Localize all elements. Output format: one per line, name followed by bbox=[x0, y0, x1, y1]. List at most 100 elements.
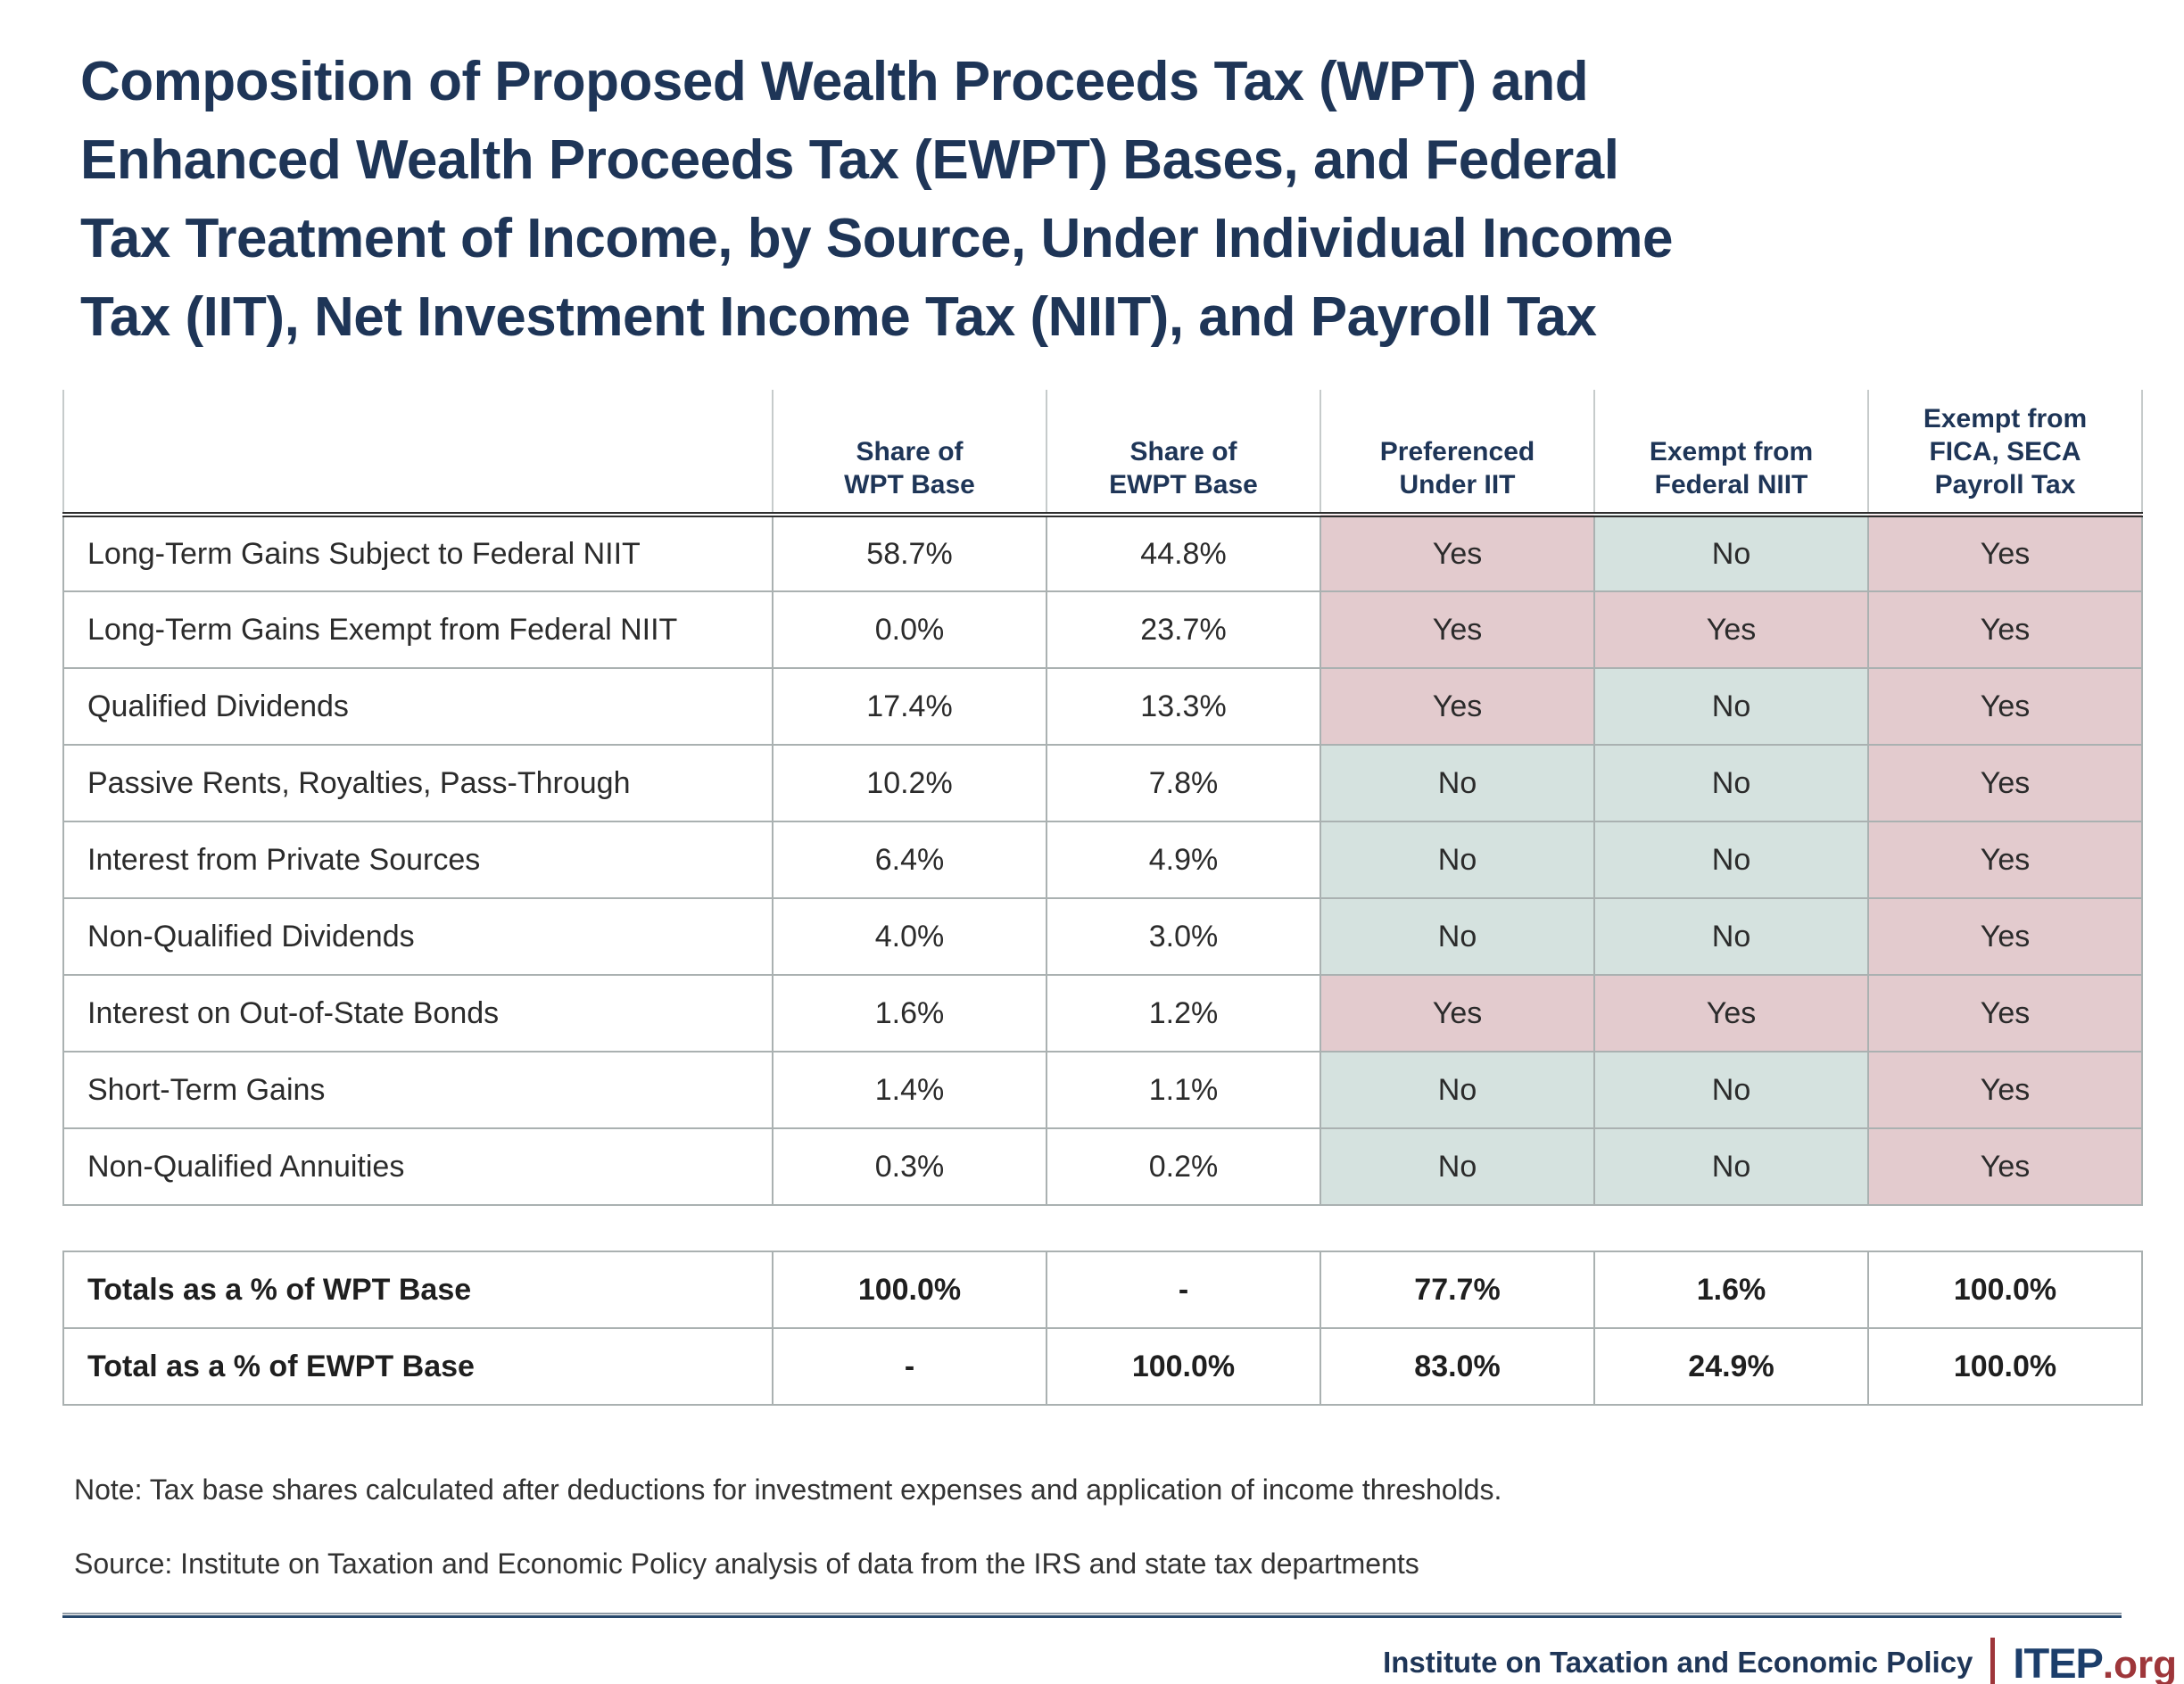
fica-cell: Yes bbox=[1867, 667, 2143, 746]
table-row: Passive Rents, Royalties, Pass-Through 1… bbox=[62, 744, 2143, 822]
totals-niit-cell: 24.9% bbox=[1593, 1327, 1869, 1406]
col-header-exempt-niit: Exempt from Federal NIIT bbox=[1593, 390, 1869, 517]
itep-logo-text: ITEP bbox=[2013, 1639, 2103, 1684]
totals-table: Totals as a % of WPT Base 100.0% - 77.7%… bbox=[62, 1251, 2143, 1406]
table-row: Long-Term Gains Subject to Federal NIIT … bbox=[62, 514, 2143, 592]
niit-cell: No bbox=[1593, 897, 1869, 976]
ewpt-share-cell: 44.8% bbox=[1046, 514, 1321, 592]
ewpt-share-cell: 0.2% bbox=[1046, 1127, 1321, 1206]
row-label: Long-Term Gains Exempt from Federal NIIT bbox=[62, 590, 774, 669]
totals-row-wpt: Totals as a % of WPT Base 100.0% - 77.7%… bbox=[62, 1251, 2143, 1329]
totals-ewpt-cell: 100.0% bbox=[1046, 1327, 1321, 1406]
title-line: Composition of Proposed Wealth Proceeds … bbox=[80, 51, 1589, 112]
totals-label: Total as a % of EWPT Base bbox=[62, 1327, 774, 1406]
niit-cell: No bbox=[1593, 821, 1869, 899]
row-label: Non-Qualified Annuities bbox=[62, 1127, 774, 1206]
niit-cell: No bbox=[1593, 1051, 1869, 1129]
source-text: Source: Institute on Taxation and Econom… bbox=[74, 1548, 1419, 1580]
org-name: Institute on Taxation and Economic Polic… bbox=[1383, 1646, 1973, 1679]
fica-cell: Yes bbox=[1867, 897, 2143, 976]
table-row: Non-Qualified Dividends 4.0% 3.0% No No … bbox=[62, 897, 2143, 976]
row-label: Qualified Dividends bbox=[62, 667, 774, 746]
page-title: Composition of Proposed Wealth Proceeds … bbox=[80, 43, 2122, 357]
niit-cell: No bbox=[1593, 514, 1869, 592]
niit-cell: Yes bbox=[1593, 590, 1869, 669]
totals-iit-cell: 77.7% bbox=[1320, 1251, 1595, 1329]
table-row: Qualified Dividends 17.4% 13.3% Yes No Y… bbox=[62, 667, 2143, 746]
fica-cell: Yes bbox=[1867, 590, 2143, 669]
niit-cell: No bbox=[1593, 744, 1869, 822]
iit-cell: No bbox=[1320, 897, 1595, 976]
table-row: Interest from Private Sources 6.4% 4.9% … bbox=[62, 821, 2143, 899]
wpt-share-cell: 0.0% bbox=[772, 590, 1047, 669]
fica-cell: Yes bbox=[1867, 514, 2143, 592]
ewpt-share-cell: 1.2% bbox=[1046, 974, 1321, 1052]
fica-cell: Yes bbox=[1867, 1127, 2143, 1206]
totals-fica-cell: 100.0% bbox=[1867, 1327, 2143, 1406]
iit-cell: Yes bbox=[1320, 974, 1595, 1052]
row-label: Interest from Private Sources bbox=[62, 821, 774, 899]
wpt-share-cell: 6.4% bbox=[772, 821, 1047, 899]
wpt-share-cell: 58.7% bbox=[772, 514, 1047, 592]
iit-cell: No bbox=[1320, 1127, 1595, 1206]
totals-niit-cell: 1.6% bbox=[1593, 1251, 1869, 1329]
iit-cell: Yes bbox=[1320, 590, 1595, 669]
wpt-share-cell: 10.2% bbox=[772, 744, 1047, 822]
fica-cell: Yes bbox=[1867, 744, 2143, 822]
totals-row-ewpt: Total as a % of EWPT Base - 100.0% 83.0%… bbox=[62, 1327, 2143, 1406]
ewpt-share-cell: 23.7% bbox=[1046, 590, 1321, 669]
footer: Institute on Taxation and Economic Polic… bbox=[0, 1638, 2177, 1684]
composition-table: Share of WPT Base Share of EWPT Base Pre… bbox=[62, 390, 2143, 1206]
col-header-ewpt-base: Share of EWPT Base bbox=[1046, 390, 1321, 517]
logo-separator-bar bbox=[1990, 1638, 1996, 1684]
table-row: Short-Term Gains 1.4% 1.1% No No Yes bbox=[62, 1051, 2143, 1129]
wpt-share-cell: 0.3% bbox=[772, 1127, 1047, 1206]
wpt-share-cell: 4.0% bbox=[772, 897, 1047, 976]
niit-cell: Yes bbox=[1593, 974, 1869, 1052]
totals-iit-cell: 83.0% bbox=[1320, 1327, 1595, 1406]
ewpt-share-cell: 13.3% bbox=[1046, 667, 1321, 746]
row-label: Passive Rents, Royalties, Pass-Through bbox=[62, 744, 774, 822]
totals-label: Totals as a % of WPT Base bbox=[62, 1251, 774, 1329]
row-label: Short-Term Gains bbox=[62, 1051, 774, 1129]
iit-cell: No bbox=[1320, 1051, 1595, 1129]
header-row: Share of WPT Base Share of EWPT Base Pre… bbox=[62, 390, 2143, 517]
title-line: Tax Treatment of Income, by Source, Unde… bbox=[80, 208, 1673, 269]
table-row: Interest on Out-of-State Bonds 1.6% 1.2%… bbox=[62, 974, 2143, 1052]
footer-divider bbox=[62, 1613, 2122, 1618]
title-line: Enhanced Wealth Proceeds Tax (EWPT) Base… bbox=[80, 129, 1619, 191]
fica-cell: Yes bbox=[1867, 1051, 2143, 1129]
itep-logo-suffix: .org bbox=[2102, 1642, 2177, 1684]
totals-ewpt-cell: - bbox=[1046, 1251, 1321, 1329]
corner-cell bbox=[62, 390, 774, 517]
table-row: Non-Qualified Annuities 0.3% 0.2% No No … bbox=[62, 1127, 2143, 1206]
totals-wpt-cell: 100.0% bbox=[772, 1251, 1047, 1329]
row-label: Interest on Out-of-State Bonds bbox=[62, 974, 774, 1052]
wpt-share-cell: 17.4% bbox=[772, 667, 1047, 746]
iit-cell: Yes bbox=[1320, 514, 1595, 592]
ewpt-share-cell: 3.0% bbox=[1046, 897, 1321, 976]
itep-logo: ITEP.org bbox=[2013, 1639, 2177, 1684]
niit-cell: No bbox=[1593, 1127, 1869, 1206]
niit-cell: No bbox=[1593, 667, 1869, 746]
col-header-exempt-fica: Exempt from FICA, SECA Payroll Tax bbox=[1867, 390, 2143, 517]
ewpt-share-cell: 1.1% bbox=[1046, 1051, 1321, 1129]
note-text: Note: Tax base shares calculated after d… bbox=[74, 1474, 1502, 1506]
totals-wpt-cell: - bbox=[772, 1327, 1047, 1406]
row-label: Long-Term Gains Subject to Federal NIIT bbox=[62, 514, 774, 592]
iit-cell: Yes bbox=[1320, 667, 1595, 746]
iit-cell: No bbox=[1320, 744, 1595, 822]
row-label: Non-Qualified Dividends bbox=[62, 897, 774, 976]
ewpt-share-cell: 7.8% bbox=[1046, 744, 1321, 822]
title-line: Tax (IIT), Net Investment Income Tax (NI… bbox=[80, 286, 1597, 348]
col-header-wpt-base: Share of WPT Base bbox=[772, 390, 1047, 517]
table-row: Long-Term Gains Exempt from Federal NIIT… bbox=[62, 590, 2143, 669]
fica-cell: Yes bbox=[1867, 974, 2143, 1052]
wpt-share-cell: 1.4% bbox=[772, 1051, 1047, 1129]
wpt-share-cell: 1.6% bbox=[772, 974, 1047, 1052]
ewpt-share-cell: 4.9% bbox=[1046, 821, 1321, 899]
totals-fica-cell: 100.0% bbox=[1867, 1251, 2143, 1329]
fica-cell: Yes bbox=[1867, 821, 2143, 899]
col-header-preferenced-iit: Preferenced Under IIT bbox=[1320, 390, 1595, 517]
iit-cell: No bbox=[1320, 821, 1595, 899]
